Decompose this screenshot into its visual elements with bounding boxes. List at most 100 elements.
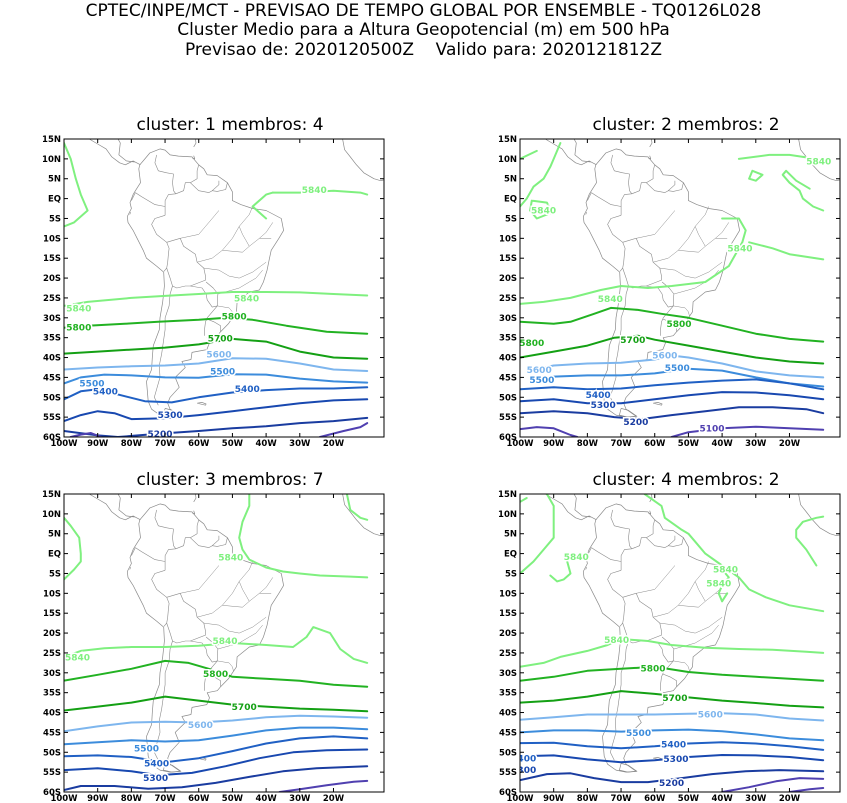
country-border [151, 570, 170, 627]
contour-line [520, 149, 538, 160]
falkland-islands [197, 402, 207, 406]
contour-line [520, 741, 825, 751]
contour-line [64, 626, 369, 664]
contour-line [319, 422, 369, 437]
state-border [222, 577, 274, 608]
lat-tick-label: 10N [498, 510, 517, 520]
lon-tick-label: 40W [255, 794, 277, 803]
contour-label: 5500 [134, 744, 159, 754]
coastline-tdf [163, 763, 182, 773]
lat-tick-label: 5N [48, 175, 61, 185]
lat-tick-label: EQ [48, 195, 61, 205]
lat-tick-label: 30S [43, 314, 61, 324]
country-border [587, 547, 592, 556]
lon-tick-label: 60W [188, 794, 210, 803]
contour-label: 5840 [218, 554, 243, 564]
lon-tick-label: 70W [154, 794, 176, 803]
contour-label: 5840 [713, 565, 738, 575]
lat-tick-label: 10S [499, 234, 517, 244]
lon-tick-label: 60W [188, 439, 210, 449]
country-border [206, 318, 221, 332]
contour-label: 5400 [93, 388, 118, 398]
contour-label: 5300 [158, 411, 183, 421]
lat-tick-label: EQ [48, 550, 61, 560]
contour-label: 5840 [598, 295, 623, 305]
country-border [166, 268, 191, 289]
coastline [126, 503, 284, 773]
state-border [203, 616, 267, 634]
country-border [620, 193, 632, 216]
country-border [646, 281, 675, 308]
lat-tick-label: 30S [43, 669, 61, 679]
lat-tick-label: 30S [499, 314, 517, 324]
coastline-africa [798, 494, 840, 537]
panel-title: cluster: 4 membros: 2 [592, 470, 779, 490]
contour-label: 5840 [66, 304, 91, 314]
state-border [217, 624, 263, 650]
lat-tick-label: 10S [43, 589, 61, 599]
contour-label: 5800 [203, 670, 228, 680]
contour-label: 5840 [234, 295, 259, 305]
map-frame [63, 138, 385, 438]
country-border [585, 566, 587, 570]
contour-label: 5300 [143, 774, 168, 784]
contour-label: 5800 [66, 324, 91, 334]
lon-tick-label: 70W [610, 794, 632, 803]
lon-tick-label: 30W [289, 439, 311, 449]
lat-tick-label: 55S [499, 413, 517, 423]
contour-line [238, 494, 369, 579]
country-border [622, 238, 662, 287]
contour-line [520, 306, 825, 343]
country-border [646, 180, 676, 193]
contour-label: 5700 [232, 703, 257, 713]
lat-tick-label: 10S [43, 234, 61, 244]
country-border [587, 192, 592, 201]
contour-label: 5200 [147, 430, 172, 440]
coastline [582, 503, 740, 773]
coastline-africa [342, 139, 384, 182]
state-border [678, 222, 730, 253]
country-border [662, 318, 677, 332]
state-border [653, 561, 709, 618]
lat-tick-label: 10S [499, 589, 517, 599]
coastline-central-america-east [558, 494, 591, 518]
country-border [212, 537, 228, 547]
contour-label: 5200 [659, 779, 684, 789]
falkland-islands [653, 402, 663, 406]
coastline-central-america-east [558, 139, 591, 163]
country-border [154, 285, 173, 406]
country-border [610, 154, 633, 194]
country-border [175, 164, 199, 195]
contour-label: 5840 [65, 654, 90, 664]
contour-label: 5600 [698, 711, 723, 721]
contour-line [64, 357, 369, 372]
state-border [694, 581, 706, 602]
contour-line [520, 426, 579, 437]
lat-tick-label: 25S [499, 649, 517, 659]
lon-tick-label: 90W [87, 439, 109, 449]
panel-title: cluster: 1 membros: 4 [136, 115, 323, 135]
contour-line [737, 153, 825, 162]
country-border [135, 547, 166, 562]
state-border [217, 269, 263, 295]
country-border [131, 547, 136, 556]
lon-tick-label: 80W [577, 794, 599, 803]
contour-line [520, 728, 825, 742]
contour-label: 5300 [591, 401, 616, 411]
lat-tick-label: 15N [42, 490, 61, 500]
lat-tick-label: 20S [43, 629, 61, 639]
contour-line [520, 494, 555, 575]
contour-line [69, 432, 103, 437]
contour-line [271, 189, 369, 196]
contour-label: 5400 [144, 759, 169, 769]
lat-tick-label: 25S [43, 294, 61, 304]
contour-line [64, 735, 369, 764]
contour-label: 5840 [531, 207, 556, 217]
lon-tick-label: 100W [506, 439, 534, 449]
coastline-central-america-east [102, 139, 135, 163]
contour-line [64, 142, 89, 228]
country-border [166, 592, 206, 642]
country-border [585, 211, 587, 215]
lon-tick-label: 80W [121, 794, 143, 803]
country-border [154, 154, 177, 194]
